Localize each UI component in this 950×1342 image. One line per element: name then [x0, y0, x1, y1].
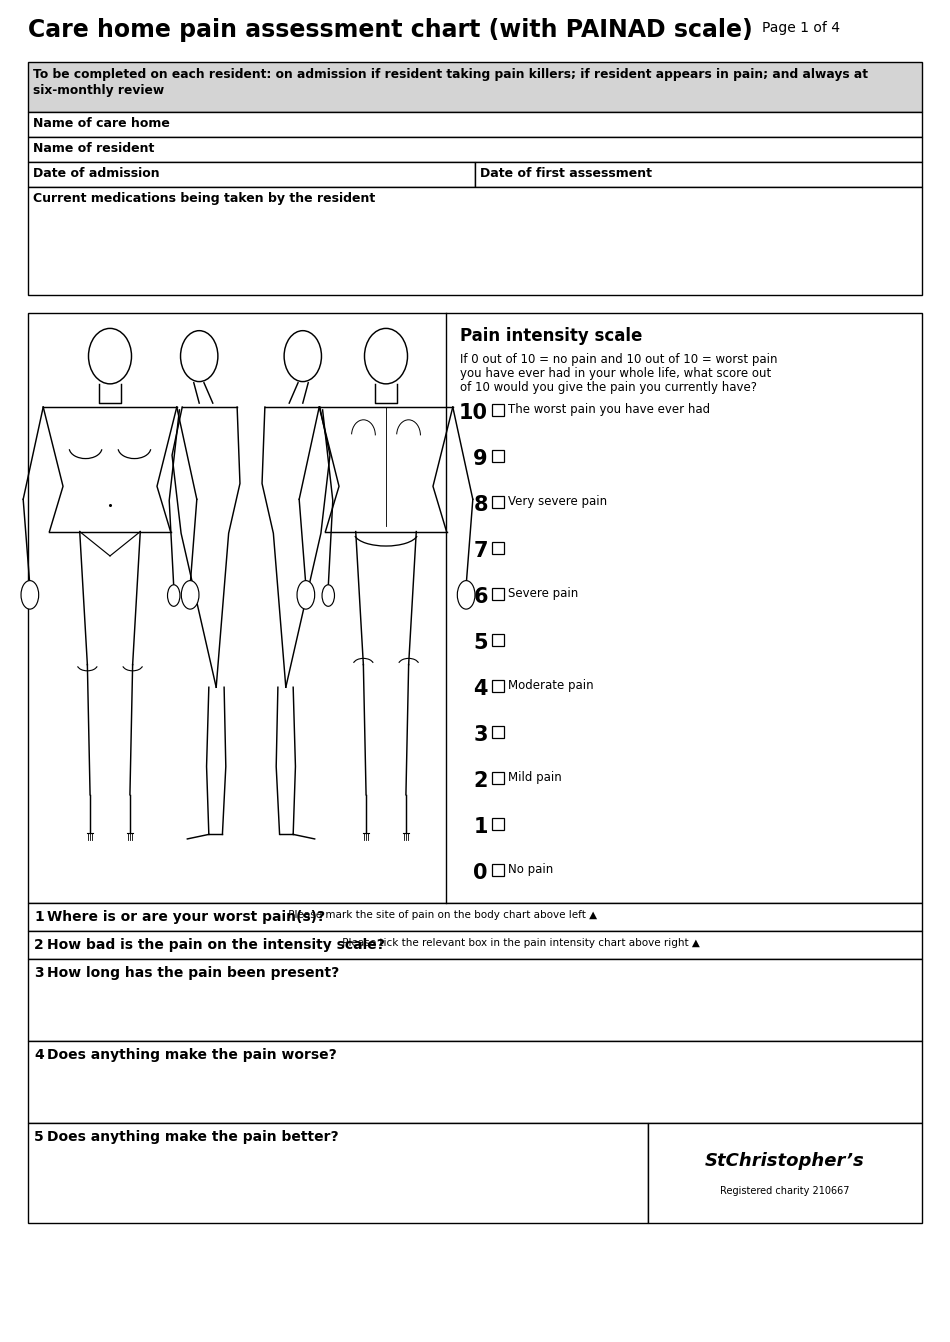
Bar [28, 162, 475, 187]
Ellipse shape [180, 330, 218, 381]
Text: 3: 3 [473, 725, 488, 745]
Text: 4: 4 [473, 679, 488, 699]
Text: Current medications being taken by the resident: Current medications being taken by the r… [33, 192, 375, 205]
Text: 6: 6 [473, 586, 488, 607]
Text: 2: 2 [34, 938, 44, 951]
Bar [28, 903, 922, 931]
Bar [492, 497, 504, 509]
Text: StChristopher’s: StChristopher’s [705, 1151, 864, 1170]
Text: 10: 10 [459, 403, 488, 423]
Bar [492, 633, 504, 646]
Text: Name of care home: Name of care home [33, 117, 170, 130]
Text: 1: 1 [34, 910, 44, 925]
Text: Name of resident: Name of resident [33, 142, 154, 154]
Text: Where is or are your worst pain(s)?: Where is or are your worst pain(s)? [47, 910, 325, 925]
Text: 7: 7 [473, 541, 488, 561]
Ellipse shape [167, 585, 180, 607]
Text: If 0 out of 10 = no pain and 10 out of 10 = worst pain: If 0 out of 10 = no pain and 10 out of 1… [460, 353, 777, 366]
Bar [28, 931, 922, 960]
Text: 5: 5 [34, 1130, 44, 1143]
Bar [492, 680, 504, 692]
Bar [492, 819, 504, 829]
Text: Page 1 of 4: Page 1 of 4 [762, 21, 840, 35]
Ellipse shape [457, 581, 475, 609]
Text: of 10 would you give the pain you currently have?: of 10 would you give the pain you curren… [460, 381, 757, 395]
Text: Care home pain assessment chart (with PAINAD scale): Care home pain assessment chart (with PA… [28, 17, 752, 42]
Text: Pain intensity scale: Pain intensity scale [460, 327, 642, 345]
Text: Severe pain: Severe pain [508, 586, 579, 600]
Bar [492, 404, 504, 416]
Text: you have ever had in your whole life, what score out: you have ever had in your whole life, wh… [460, 366, 771, 380]
Bar [492, 864, 504, 876]
Text: Please mark the site of pain on the body chart above left ▲: Please mark the site of pain on the body… [285, 910, 598, 921]
Text: Registered charity 210667: Registered charity 210667 [720, 1186, 849, 1196]
Text: Please tick the relevant box in the pain intensity chart above right ▲: Please tick the relevant box in the pain… [339, 938, 700, 947]
Text: The worst pain you have ever had: The worst pain you have ever had [508, 403, 710, 416]
Text: 9: 9 [473, 450, 488, 468]
Bar [28, 1123, 648, 1223]
Text: Moderate pain: Moderate pain [508, 679, 594, 692]
Bar [28, 137, 922, 162]
Bar [492, 772, 504, 784]
Bar [648, 1123, 922, 1223]
Ellipse shape [322, 585, 334, 607]
Ellipse shape [21, 581, 39, 609]
Text: Date of first assessment: Date of first assessment [480, 166, 652, 180]
Text: 3: 3 [34, 966, 44, 980]
Bar [492, 726, 504, 738]
Ellipse shape [284, 330, 321, 381]
Text: Mild pain: Mild pain [508, 772, 561, 784]
Ellipse shape [297, 581, 314, 609]
Bar [28, 313, 922, 903]
Bar [475, 162, 922, 187]
Text: 4: 4 [34, 1048, 44, 1062]
Text: Very severe pain: Very severe pain [508, 495, 607, 509]
Ellipse shape [365, 329, 408, 384]
Text: 1: 1 [473, 817, 488, 837]
Text: Does anything make the pain worse?: Does anything make the pain worse? [47, 1048, 336, 1062]
Text: To be completed on each resident: on admission if resident taking pain killers; : To be completed on each resident: on adm… [33, 68, 868, 81]
Ellipse shape [181, 581, 199, 609]
Text: 5: 5 [473, 633, 488, 654]
Bar [492, 450, 504, 462]
Text: Does anything make the pain better?: Does anything make the pain better? [47, 1130, 338, 1143]
Text: 2: 2 [473, 772, 488, 790]
Text: No pain: No pain [508, 863, 553, 876]
Text: How bad is the pain on the intensity scale?: How bad is the pain on the intensity sca… [47, 938, 385, 951]
Bar [28, 111, 922, 137]
Text: How long has the pain been present?: How long has the pain been present? [47, 966, 339, 980]
Text: Date of admission: Date of admission [33, 166, 160, 180]
Bar [492, 542, 504, 554]
Bar [28, 62, 922, 111]
Text: 8: 8 [473, 495, 488, 515]
Bar [28, 1041, 922, 1123]
Text: six-monthly review: six-monthly review [33, 85, 164, 97]
Ellipse shape [88, 329, 131, 384]
Text: 0: 0 [473, 863, 488, 883]
Bar [492, 588, 504, 600]
Bar [28, 187, 922, 295]
Bar [28, 960, 922, 1041]
